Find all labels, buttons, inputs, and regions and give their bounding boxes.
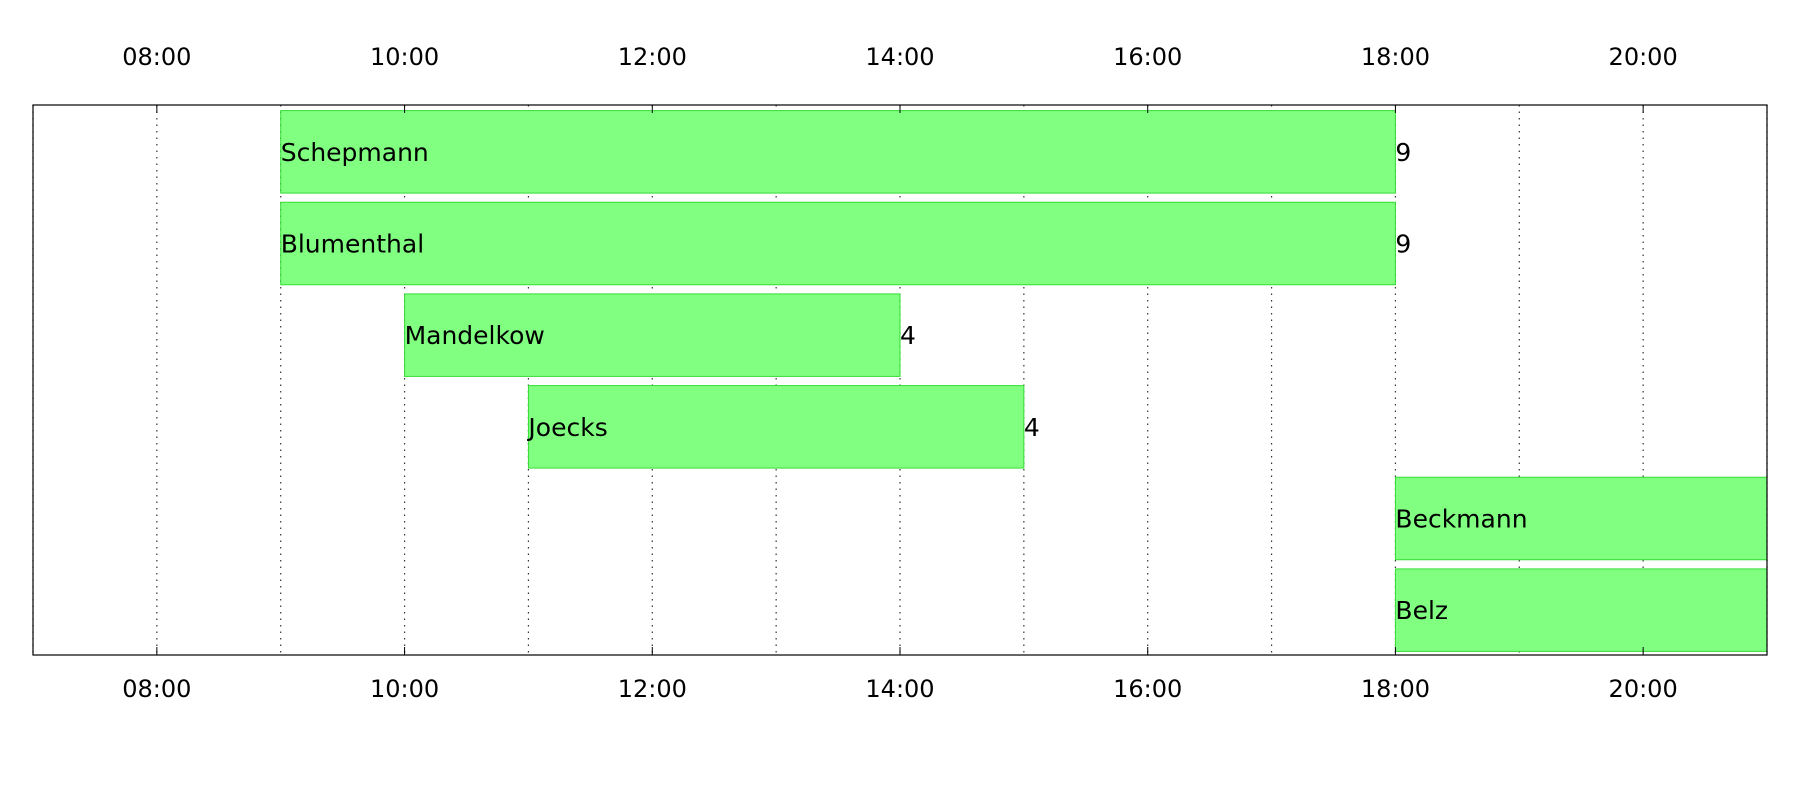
x-tick-label-top: 16:00 bbox=[1113, 43, 1182, 71]
x-tick-label-bottom: 16:00 bbox=[1113, 675, 1182, 703]
gantt-bar bbox=[404, 293, 901, 377]
bar-label: Beckmann bbox=[1395, 505, 1527, 534]
x-tick-label-top: 18:00 bbox=[1361, 43, 1430, 71]
x-tick-label-top: 14:00 bbox=[865, 43, 934, 71]
x-tick-label-bottom: 08:00 bbox=[122, 675, 191, 703]
bar-value-label: 9 bbox=[1395, 230, 1411, 259]
bar-label: Schepmann bbox=[281, 138, 429, 167]
bars: Schepmann 9 Blumenthal 9 Mandelkow 4 Joecks 4 Be… bbox=[280, 110, 1768, 652]
gantt-bar bbox=[1394, 568, 1768, 652]
axis-ticks: 08:00 08:00 10:00 10:00 12:00 12:00 14:00 14:00… bbox=[122, 43, 1677, 703]
gantt-bar bbox=[280, 110, 1396, 194]
bar-value-label: 4 bbox=[1024, 413, 1040, 442]
bar-value-label: 4 bbox=[900, 321, 916, 350]
x-tick-label-bottom: 18:00 bbox=[1361, 675, 1430, 703]
gantt-bar bbox=[1394, 476, 1768, 561]
bar-label: Mandelkow bbox=[405, 321, 545, 350]
x-tick-label-top: 08:00 bbox=[122, 43, 191, 71]
x-tick-label-top: 20:00 bbox=[1609, 43, 1678, 71]
x-tick-label-bottom: 10:00 bbox=[370, 675, 439, 703]
grid-lines bbox=[32, 105, 1768, 655]
bar-label: Joecks bbox=[526, 413, 607, 442]
gantt-bar bbox=[280, 201, 1396, 286]
x-tick-label-bottom: 12:00 bbox=[618, 675, 687, 703]
bar-label: Belz bbox=[1395, 596, 1448, 625]
x-tick-label-top: 10:00 bbox=[370, 43, 439, 71]
bar-label: Blumenthal bbox=[281, 230, 424, 259]
x-tick-label-bottom: 14:00 bbox=[865, 675, 934, 703]
gantt-bar bbox=[527, 385, 1025, 469]
bar-value-label: 9 bbox=[1395, 138, 1411, 167]
x-tick-label-top: 12:00 bbox=[618, 43, 687, 71]
x-tick-label-bottom: 20:00 bbox=[1609, 675, 1678, 703]
